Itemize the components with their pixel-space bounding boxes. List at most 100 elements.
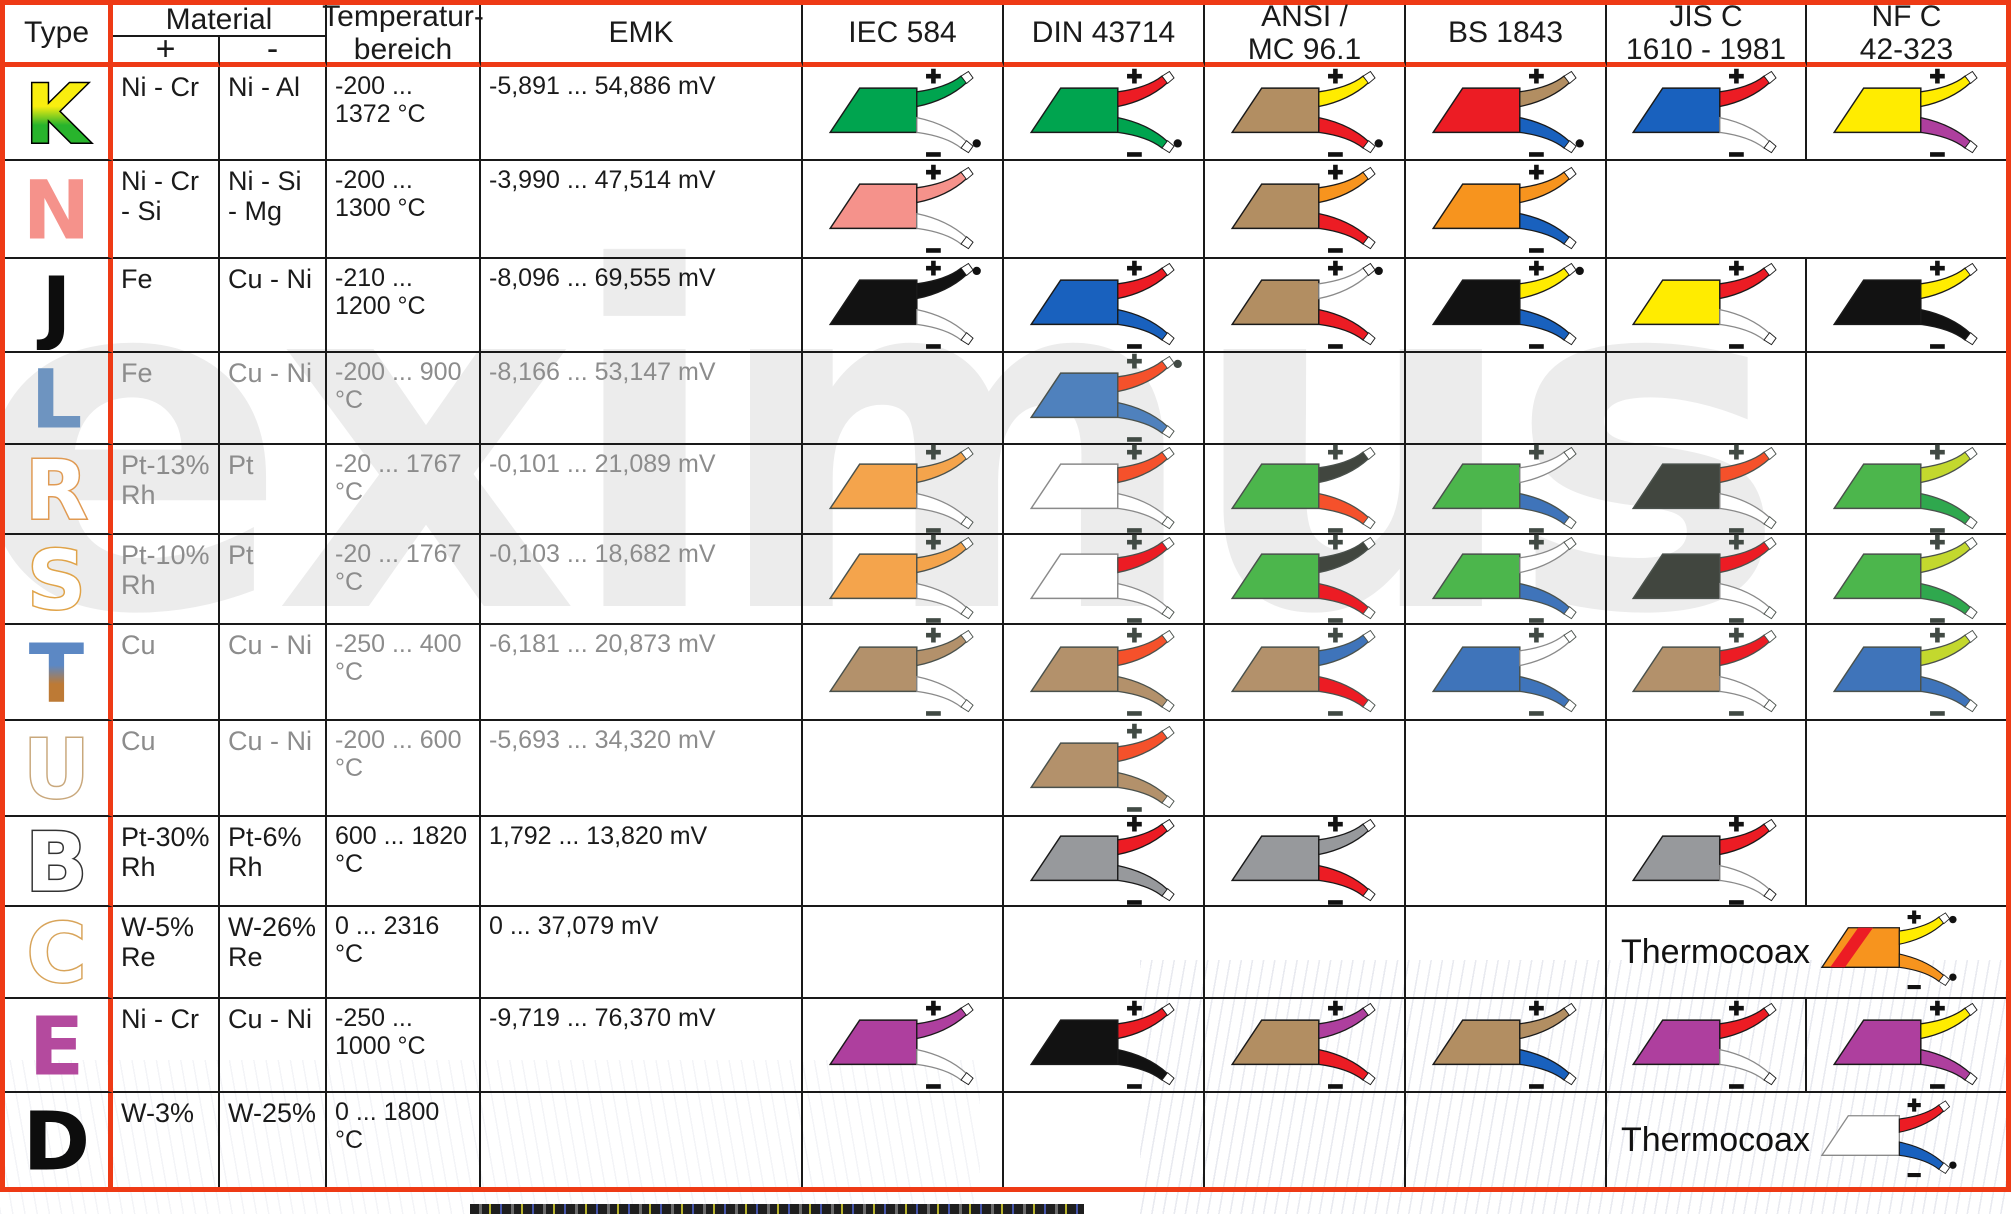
connector-graphic	[1431, 260, 1584, 349]
plus-sign	[1729, 260, 1744, 276]
header-material-plus: +	[113, 31, 220, 68]
cropped-strip	[470, 1204, 1084, 1214]
connector-cell-B-nf	[1807, 817, 2006, 907]
connector-graphic	[1832, 260, 1978, 349]
thermocoax-label-D: Thermocoax	[1621, 1120, 1810, 1159]
connector-cell-R-nf	[1807, 444, 2006, 535]
plus-wire-tip	[959, 629, 974, 644]
material-plus-C: W-5% Re	[113, 907, 220, 999]
minus-wire-tip	[1562, 515, 1577, 530]
marker-dot-bottom	[972, 139, 981, 148]
plus-sign	[1528, 1000, 1544, 1016]
minus-wire	[1919, 492, 1971, 525]
plus-wire	[1116, 634, 1168, 667]
type-cell-R: R	[5, 444, 113, 535]
temp-range-T: -250 ... 400 °C	[327, 625, 481, 721]
temp-range-S: -20 ... 1767 °C	[327, 535, 481, 625]
plus-wire-tip	[1160, 70, 1175, 85]
connector-cell-J-din	[1004, 259, 1205, 353]
plus-wire	[915, 541, 967, 574]
plus-sign	[1729, 1000, 1744, 1016]
minus-wire	[1116, 582, 1168, 615]
emk-range-B: 1,792 ... 13,820 mV	[481, 817, 803, 907]
plus-wire-tip	[1963, 629, 1978, 644]
connector-cell-N-iec	[803, 161, 1004, 259]
plus-sign	[1327, 68, 1343, 84]
plus-wire-tip	[1963, 1002, 1978, 1017]
plus-sign	[1929, 260, 1945, 276]
connector-cell-T-bs	[1406, 625, 1607, 721]
minus-wire-tip	[1963, 698, 1978, 713]
type-letter-L: L	[31, 354, 83, 443]
plus-sign	[1929, 627, 1945, 643]
connector-cell-B-din	[1004, 816, 1205, 907]
material-plus-D: W-3%	[113, 1093, 220, 1187]
connector-graphic	[1631, 534, 1777, 623]
plus-sign	[925, 68, 941, 84]
plus-sign	[1126, 723, 1142, 739]
plus-sign	[1126, 444, 1142, 460]
svg-text:B: B	[26, 817, 88, 906]
connector-body	[1832, 646, 1922, 693]
plus-wire	[1317, 823, 1369, 856]
connector-body	[828, 279, 918, 326]
plus-wire	[1116, 360, 1168, 393]
material-plus-U: Cu	[113, 721, 220, 817]
plus-wire	[1317, 1007, 1369, 1040]
minus-wire-tip	[1160, 794, 1175, 809]
connector-cell-L-nf	[1807, 353, 2006, 445]
emk-range-U: -5,693 ... 34,320 mV	[481, 721, 803, 817]
plus-sign	[1126, 816, 1142, 832]
minus-wire	[1898, 1140, 1945, 1170]
connector-body	[1230, 553, 1320, 600]
minus-wire-tip	[1361, 515, 1376, 530]
plus-sign	[1929, 444, 1945, 460]
plus-sign	[1729, 444, 1744, 460]
minus-wire-tip	[1763, 331, 1777, 346]
connector-cell-E-din	[1004, 999, 1205, 1093]
minus-wire	[1317, 308, 1369, 341]
header-nf-c-42-323: NF C 42-323	[1807, 0, 2006, 67]
minus-wire	[1317, 492, 1369, 525]
plus-wire-tip	[959, 1002, 974, 1017]
connector-body	[1230, 646, 1320, 693]
marker-dot-top	[1575, 266, 1584, 276]
minus-wire	[1719, 864, 1771, 897]
plus-sign	[1126, 627, 1142, 643]
material-minus-C: W-26% Re	[220, 907, 327, 999]
material-plus-E: Ni - Cr	[113, 999, 220, 1093]
temp-range-K: -200 ... 1372 °C	[327, 67, 481, 161]
minus-wire-tip	[1763, 698, 1777, 713]
plus-wire	[1116, 730, 1168, 763]
connector-graphic	[1029, 353, 1182, 442]
plus-wire-tip	[1763, 1002, 1777, 1017]
header-bs-1843: BS 1843	[1406, 5, 1607, 67]
plus-sign	[1929, 534, 1945, 550]
plus-wire-tip	[1160, 262, 1175, 277]
merged-cell-C-jis-nf: Thermocoax	[1607, 907, 2006, 999]
type-letter-K: K	[24, 68, 93, 158]
connector-cell-K-nf	[1807, 67, 2006, 161]
plus-wire-tip	[1763, 70, 1777, 85]
connector-body	[1431, 183, 1521, 230]
plus-sign	[1929, 1000, 1945, 1016]
plus-wire	[1518, 171, 1570, 204]
plus-sign	[925, 164, 941, 180]
temp-range-U: -200 ... 600 °C	[327, 721, 481, 817]
plus-wire-tip	[1160, 629, 1175, 644]
type-letter-R: R	[24, 444, 90, 534]
connector-cell-S-ansi	[1205, 534, 1406, 625]
minus-wire-tip	[1562, 1071, 1577, 1086]
connector-body	[1431, 1019, 1521, 1066]
plus-wire-tip	[1963, 70, 1978, 85]
connector-cell-L-ansi	[1205, 353, 1406, 445]
minus-wire-tip	[1361, 139, 1376, 154]
plus-sign	[1327, 627, 1343, 643]
minus-wire-tip	[1160, 698, 1175, 713]
type-cell-B: B	[5, 816, 113, 907]
plus-wire	[1518, 541, 1570, 574]
connector-cell-R-jis	[1607, 444, 1807, 535]
connector-body	[1832, 279, 1922, 326]
minus-wire	[915, 582, 967, 615]
